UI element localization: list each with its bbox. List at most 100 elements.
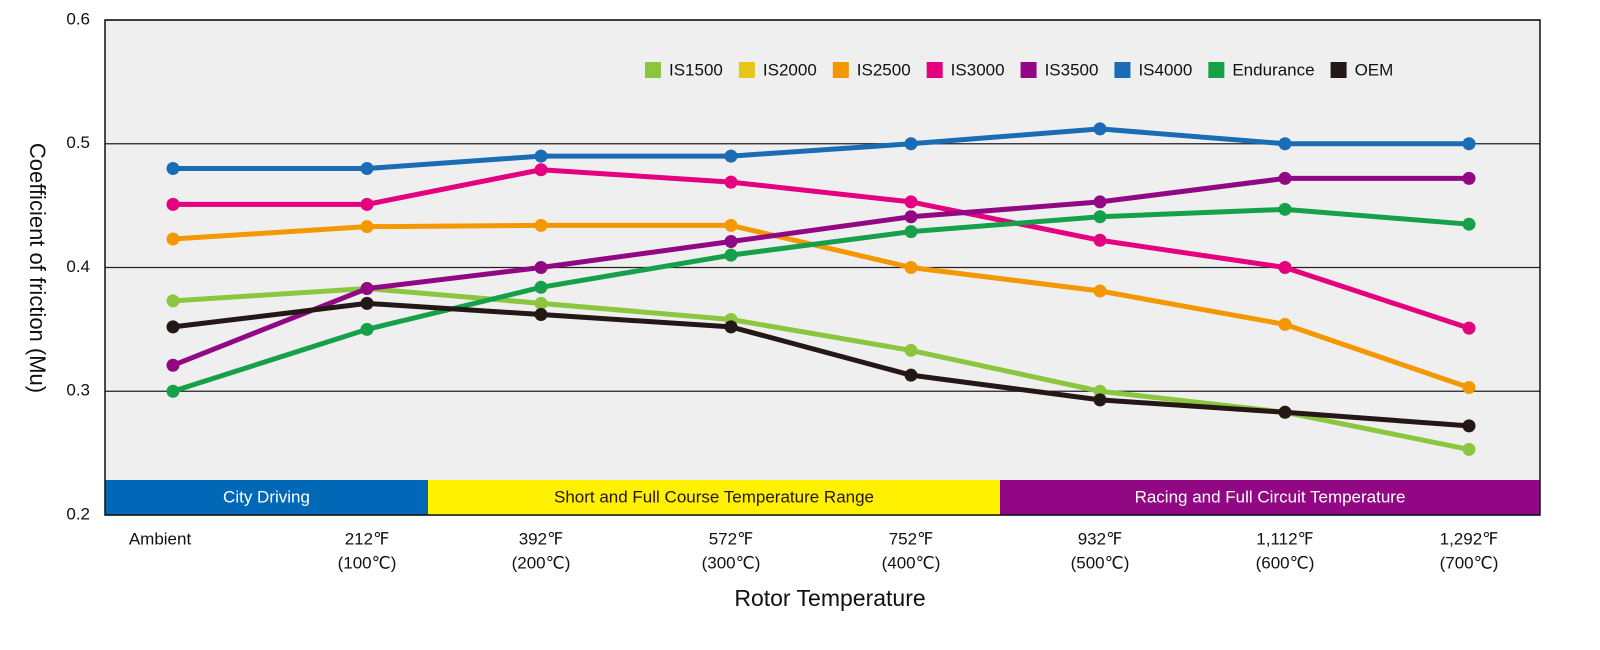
data-point	[166, 384, 180, 398]
legend-swatch	[832, 62, 849, 78]
data-point	[1462, 217, 1476, 231]
data-point	[904, 195, 918, 209]
data-point	[1093, 210, 1107, 224]
x-tick-label: 392℉	[519, 529, 564, 548]
y-tick-label: 0.2	[66, 504, 90, 523]
data-point	[1278, 317, 1292, 331]
data-point	[724, 320, 738, 334]
legend-label: IS4000	[1138, 60, 1192, 79]
plot-border	[104, 19, 1541, 516]
y-tick-label: 0.3	[66, 381, 90, 400]
data-point	[166, 358, 180, 372]
legend-swatch	[926, 62, 943, 78]
y-tick-label: 0.6	[66, 9, 90, 28]
data-point	[534, 296, 548, 310]
band-label: Racing and Full Circuit Temperature	[1135, 487, 1406, 506]
series-line	[172, 222, 1470, 390]
series-line	[172, 175, 1469, 368]
y-tick-label: 0.4	[66, 257, 90, 276]
data-point	[1278, 202, 1292, 216]
data-point	[724, 248, 738, 262]
series-line	[172, 206, 1470, 394]
data-point	[1462, 419, 1476, 433]
data-point	[360, 296, 374, 310]
data-point	[166, 320, 180, 334]
data-point	[534, 308, 548, 322]
data-point	[534, 280, 548, 294]
data-point	[1462, 171, 1476, 185]
legend-label: OEM	[1355, 60, 1394, 79]
x-tick-label: (700℃)	[1440, 553, 1499, 572]
data-point	[1462, 321, 1476, 335]
legend-label: IS3500	[1045, 60, 1099, 79]
data-point	[724, 175, 738, 189]
x-tick-label: Ambient	[129, 529, 192, 548]
series-line	[172, 300, 1470, 429]
data-point	[360, 322, 374, 336]
data-point	[1093, 195, 1107, 209]
data-point	[1093, 233, 1107, 247]
x-tick-label: 1,112℉	[1256, 529, 1313, 548]
temperature-band	[105, 480, 428, 515]
data-point	[534, 261, 548, 274]
legend-label: IS3000	[951, 60, 1005, 79]
data-point	[1278, 137, 1292, 151]
x-tick-label: (600℃)	[1256, 553, 1315, 572]
data-point	[724, 235, 738, 249]
data-point	[1093, 284, 1107, 298]
data-point	[904, 343, 918, 357]
x-tick-label: 932℉	[1078, 529, 1123, 548]
data-point	[904, 225, 918, 239]
data-point	[166, 162, 180, 175]
data-point	[534, 218, 548, 232]
data-point	[1462, 137, 1476, 151]
data-point	[166, 294, 180, 308]
data-point	[1462, 381, 1476, 395]
legend-swatch	[1330, 62, 1347, 78]
data-point	[360, 162, 374, 175]
x-tick-label: (300℃)	[702, 553, 761, 572]
data-point	[904, 368, 918, 382]
data-point	[724, 149, 738, 163]
x-tick-label: 572℉	[709, 529, 754, 548]
data-point	[904, 137, 918, 151]
legend-label: IS2500	[857, 60, 911, 79]
legend-swatch	[645, 62, 661, 78]
band-label: City Driving	[223, 487, 310, 506]
x-tick-label: (200℃)	[512, 553, 571, 572]
data-point	[1462, 442, 1476, 456]
data-point	[1093, 122, 1107, 136]
y-tick-label: 0.5	[66, 133, 90, 152]
data-point	[904, 261, 918, 274]
data-point	[904, 210, 918, 224]
legend-label: IS2000	[763, 60, 817, 79]
data-point	[360, 282, 374, 296]
x-tick-label: (500℃)	[1071, 553, 1130, 572]
temperature-band	[1000, 480, 1540, 515]
temperature-band	[428, 480, 1000, 515]
data-point	[1278, 261, 1292, 274]
data-point	[360, 220, 374, 234]
x-axis-label: Rotor Temperature	[734, 585, 925, 611]
data-point	[534, 163, 548, 177]
x-tick-label: 1,292℉	[1440, 529, 1499, 548]
data-point	[534, 149, 548, 163]
data-point	[360, 197, 374, 211]
legend-label: Endurance	[1232, 60, 1314, 79]
data-point	[166, 232, 180, 246]
x-tick-label: 212℉	[345, 529, 390, 548]
series-line	[173, 126, 1469, 171]
data-point	[1093, 393, 1107, 407]
x-tick-label: (100℃)	[338, 553, 397, 572]
legend-swatch	[1114, 62, 1131, 78]
data-point	[1278, 405, 1292, 419]
legend-swatch	[1208, 62, 1225, 78]
legend-swatch	[738, 62, 755, 78]
x-tick-label: 752℉	[889, 529, 934, 548]
x-tick-label: (400℃)	[882, 553, 941, 572]
data-point	[1278, 171, 1292, 185]
data-point	[166, 197, 180, 211]
y-axis-label: Coefficient of friction (Mu)	[25, 143, 50, 393]
legend-label: IS1500	[669, 60, 723, 79]
